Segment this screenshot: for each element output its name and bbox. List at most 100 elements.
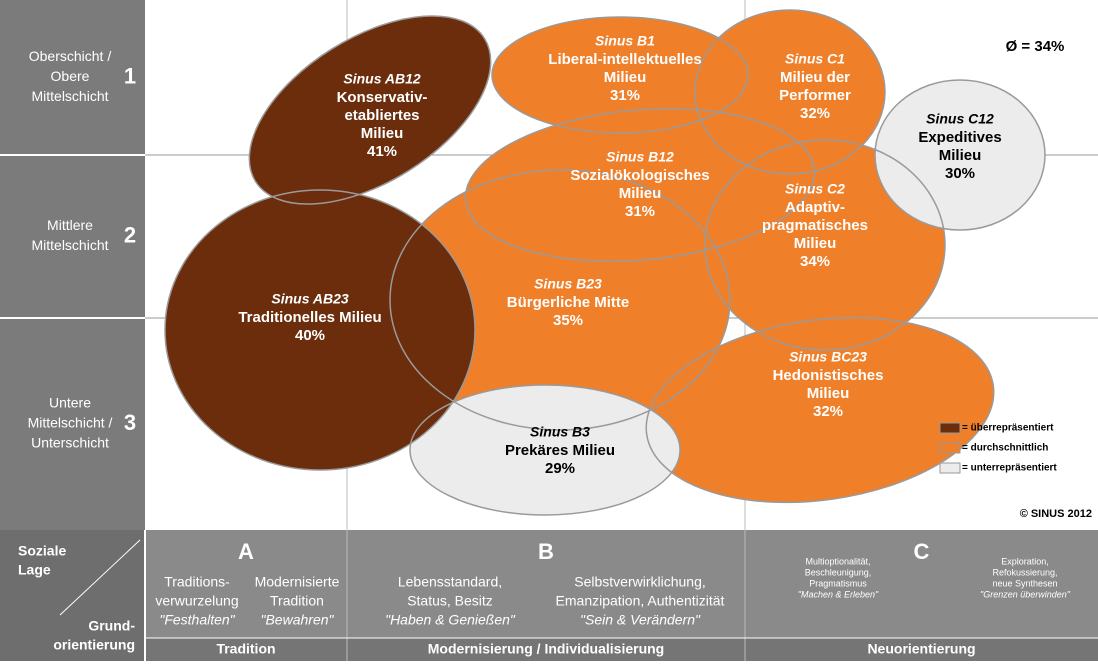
column-letter: B: [538, 539, 554, 564]
column-text: Selbstverwirklichung,: [574, 574, 706, 590]
average: Ø = 34%: [1006, 38, 1065, 55]
milieu-area: [646, 317, 994, 503]
column-title: Modernisierung / Individualisierung: [428, 641, 664, 657]
milieu-name: Milieu: [939, 147, 982, 164]
milieu-name: Prekäres Milieu: [505, 442, 615, 459]
milieu-name: Sozialökologisches: [570, 167, 709, 184]
column-text: verwurzelung: [155, 593, 238, 609]
milieu-share: 31%: [625, 203, 655, 220]
milieu-name: Bürgerliche Mitte: [507, 294, 630, 311]
corner-label: Lage: [18, 562, 51, 578]
milieu-share: 40%: [295, 327, 325, 344]
milieu-name: Hedonistisches: [773, 367, 884, 384]
legend-swatch: [939, 442, 961, 454]
milieu-outline: [464, 107, 816, 263]
column-text: Emanzipation, Authentizität: [556, 593, 725, 609]
column-motto: "Festhalten": [159, 612, 235, 628]
milieu-code: Sinus B3: [530, 424, 590, 440]
milieu-outline: [704, 139, 946, 351]
legend-label: = überrepräsentiert: [962, 423, 1054, 434]
column-letter: C: [914, 539, 930, 564]
milieu-share: 35%: [553, 312, 583, 329]
column-motto: "Grenzen überwinden": [980, 589, 1071, 599]
milieu-area: [410, 385, 680, 515]
milieu-area: [249, 15, 491, 205]
milieu-outline: [694, 9, 886, 175]
column-text: neue Synthesen: [992, 578, 1057, 588]
milieu-name: etabliertes: [344, 107, 419, 124]
column-text: Tradition: [270, 593, 324, 609]
row-label: Oberschicht /: [29, 48, 112, 64]
milieu-name: Expeditives: [918, 129, 1001, 146]
column-letter: A: [238, 539, 254, 564]
corner-label: Soziale: [18, 543, 66, 559]
milieu-code: Sinus B12: [606, 149, 674, 165]
column-motto: "Haben & Genießen": [385, 612, 516, 628]
legend-swatch: [939, 422, 961, 434]
milieu-share: 31%: [610, 87, 640, 104]
corner-box: [0, 530, 145, 661]
column-motto: "Sein & Verändern": [580, 612, 701, 628]
column-text: Multioptionalität,: [805, 556, 870, 566]
row-label: Obere: [51, 68, 90, 84]
title-band: [145, 638, 1098, 661]
milieu-share: 32%: [813, 403, 843, 420]
milieu-outline: [874, 79, 1046, 231]
milieu-outline: [164, 189, 476, 471]
milieu-share: 29%: [545, 460, 575, 477]
milieu-share: 32%: [800, 105, 830, 122]
milieu-code: Sinus C2: [785, 181, 845, 197]
row-number: 3: [124, 410, 136, 435]
row-label: Mittelschicht: [31, 237, 108, 253]
milieu-name: Milieu: [361, 125, 404, 142]
column-text: Refokussierung,: [992, 567, 1057, 577]
row-label: Unterschicht: [31, 435, 109, 451]
milieu-name: Traditionelles Milieu: [238, 309, 381, 326]
row-header-band: [0, 0, 145, 530]
column-text: Lebensstandard,: [398, 574, 502, 590]
row-number: 1: [124, 63, 136, 88]
corner-label: Grund-: [88, 618, 135, 634]
milieu-name: Milieu: [807, 385, 850, 402]
milieu-name: Milieu: [619, 185, 662, 202]
milieu-name: Milieu: [794, 235, 837, 252]
copyright: © SINUS 2012: [1020, 508, 1092, 520]
milieu-share: 34%: [800, 253, 830, 270]
row-label: Mittlere: [47, 217, 93, 233]
column-motto: "Machen & Erleben": [798, 589, 879, 599]
milieu-code: Sinus B1: [595, 33, 655, 49]
milieu-name: Konservativ-: [337, 89, 428, 106]
column-text: Pragmatismus: [809, 578, 867, 588]
milieu-area: [705, 140, 945, 350]
milieu-outline: [389, 169, 731, 431]
column-text: Traditions-: [164, 574, 230, 590]
legend-label: = unterrepräsentiert: [962, 463, 1057, 474]
milieu-shapes: [164, 9, 1046, 516]
milieu-outline: [645, 316, 995, 504]
milieu-name: Milieu: [604, 69, 647, 86]
milieu-outline: [409, 384, 681, 516]
column-motto: "Bewahren": [261, 612, 335, 628]
row-number: 2: [124, 222, 136, 247]
column-text: Modernisierte: [255, 574, 340, 590]
legend-swatch: [939, 462, 961, 474]
column-title: Tradition: [216, 641, 275, 657]
column-title: Neuorientierung: [867, 641, 975, 657]
corner-label: orientierung: [53, 637, 135, 653]
labels: Sinus B1Liberal-intellektuellesMilieu31%…: [18, 33, 1071, 657]
milieu-area: [390, 170, 730, 430]
row-label: Mittelschicht /: [28, 415, 113, 431]
column-text: Beschleunigung,: [805, 567, 872, 577]
column-text: Exploration,: [1001, 556, 1049, 566]
column-text: Status, Besitz: [407, 593, 493, 609]
milieu-outline: [248, 15, 492, 205]
milieu-name: Liberal-intellektuelles: [548, 51, 701, 68]
milieu-code: Sinus B23: [534, 276, 602, 292]
milieu-code: Sinus BC23: [789, 349, 867, 365]
milieu-share: 30%: [945, 165, 975, 182]
milieu-share: 41%: [367, 143, 397, 160]
milieu-code: Sinus C1: [785, 51, 845, 67]
row-label: Mittelschicht: [31, 88, 108, 104]
